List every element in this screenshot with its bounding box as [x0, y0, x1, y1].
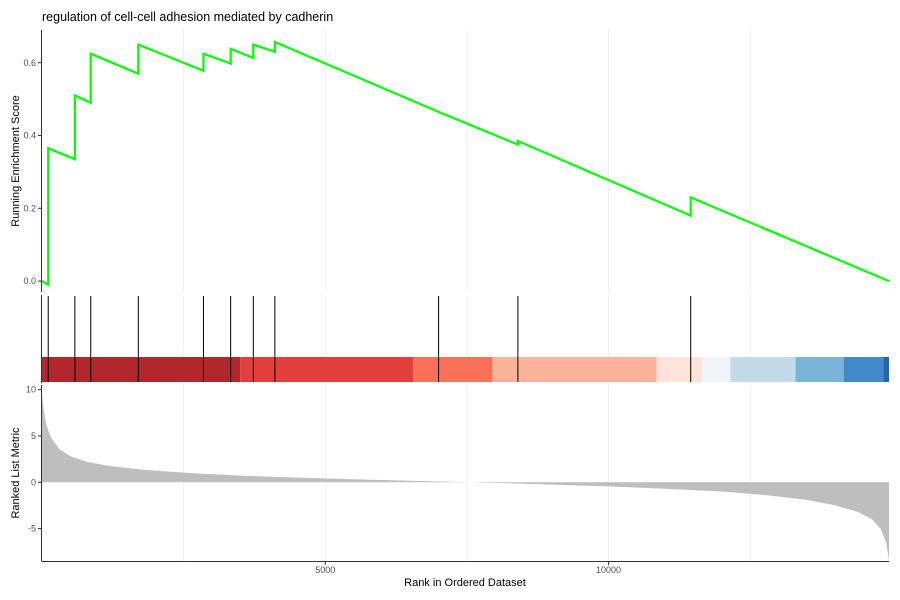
es-y-tick-label: 0.0: [23, 276, 36, 286]
rank-color-bands: [42, 357, 889, 382]
metric-y-tick-label: 10: [26, 385, 36, 395]
rank-band: [656, 357, 703, 382]
rank-band: [240, 357, 414, 382]
es-y-ticks: 0.0 0.2 0.4 0.6: [23, 58, 42, 286]
es-y-tick-label: 0.6: [23, 58, 36, 68]
x-tick-label: 5000: [315, 565, 335, 575]
rank-band: [492, 357, 657, 382]
rank-band: [883, 357, 889, 382]
metric-gridlines: [183, 385, 751, 561]
hits-panel: [41, 295, 889, 383]
running-es-line: [41, 40, 890, 287]
metric-y-tick-label: 5: [31, 431, 36, 441]
metric-y-tick-label: 0: [31, 477, 36, 487]
es-gridlines: [183, 30, 751, 292]
x-tick-label: 10000: [596, 565, 621, 575]
es-y-tick-label: 0.2: [23, 203, 36, 213]
metric-y-ticks: -5 0 5 10: [26, 385, 42, 534]
metric-y-axis-title: Ranked List Metric: [10, 427, 22, 519]
chart-title: regulation of cell-cell adhesion mediate…: [42, 10, 333, 24]
gene-hit-marks: [47, 296, 692, 382]
es-y-axis-title: Running Enrichment Score: [10, 95, 22, 226]
ranked-metric-area: [42, 394, 889, 561]
rank-band: [730, 357, 796, 382]
rank-band: [413, 357, 493, 382]
ranked-metric-panel: -5 0 5 10 5000 10000 Ranked List Metric Rank…: [10, 385, 889, 589]
x-ticks: 5000 10000: [315, 562, 621, 575]
rank-band: [42, 357, 241, 382]
running-es-panel: 0.0 0.2 0.4 0.6 Running Enrichment Score: [10, 30, 890, 292]
es-y-tick-label: 0.4: [23, 131, 36, 141]
rank-band: [843, 357, 884, 382]
x-axis-title: Rank in Ordered Dataset: [404, 577, 526, 589]
rank-band: [795, 357, 844, 382]
rank-band: [702, 357, 731, 382]
metric-y-tick-label: -5: [28, 524, 36, 534]
